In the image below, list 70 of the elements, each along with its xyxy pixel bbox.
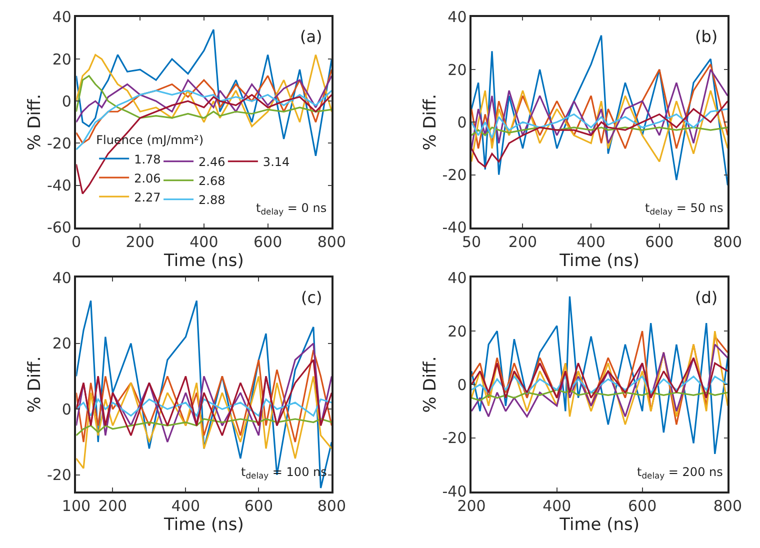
line-series <box>76 54 332 128</box>
y-tick-label: 40 <box>52 268 72 287</box>
x-tick-label: 800 <box>317 497 346 516</box>
y-axis-title: % Diff. <box>25 356 46 413</box>
x-tick-label: 200 <box>508 233 538 252</box>
y-tick-label: 20 <box>52 334 72 353</box>
y-tick-label: -20 <box>442 429 467 448</box>
legend-label: 2.88 <box>198 193 226 208</box>
line-series <box>76 90 332 150</box>
x-tick-label: 600 <box>628 497 657 516</box>
y-axis-title: % Diff. <box>420 356 440 413</box>
y-tick-label: 40 <box>448 268 467 287</box>
annotation: t$_{delay}$ = 200 ns <box>637 465 723 481</box>
x-tick-label: 100 <box>62 497 91 516</box>
annotation: t$_{delay}$ = 50 ns <box>645 201 724 217</box>
y-tick-label: -60 <box>46 218 72 237</box>
x-tick-label: 400 <box>190 233 218 252</box>
legend-label: 2.46 <box>198 155 226 170</box>
line-series <box>76 359 332 436</box>
y-axis-title: % Diff. <box>25 94 46 150</box>
line-series <box>472 357 728 399</box>
line-series <box>76 418 332 436</box>
annotation: (d) <box>695 288 718 307</box>
x-tick-label: 800 <box>317 233 346 252</box>
x-tick-label: 600 <box>244 497 274 516</box>
legend-label: 2.27 <box>134 190 161 204</box>
x-tick-label: 600 <box>645 233 674 252</box>
x-tick-label: 400 <box>171 497 200 516</box>
line-series <box>472 389 728 402</box>
legend-label: 2.68 <box>198 174 226 188</box>
x-axis-title: Time (ns) <box>558 515 640 536</box>
x-tick-label: 600 <box>254 233 282 252</box>
y-tick-label: 40 <box>52 8 72 26</box>
y-tick-label: 40 <box>448 8 467 26</box>
x-tick-label: 200 <box>98 497 128 516</box>
annotation: (a) <box>300 27 322 46</box>
y-tick-label: 0 <box>457 113 467 132</box>
x-tick-label: 400 <box>542 497 572 516</box>
x-tick-label: 200 <box>126 233 154 252</box>
line-series <box>76 94 332 194</box>
y-tick-label: -20 <box>442 166 467 184</box>
annotation: (b) <box>695 27 718 46</box>
x-tick-label: 400 <box>576 233 606 252</box>
y-tick-label: 20 <box>448 60 467 79</box>
y-tick-label: 0 <box>457 376 467 394</box>
y-tick-label: 20 <box>448 322 467 340</box>
y-axis-title: % Diff. <box>420 94 440 150</box>
annotation: (c) <box>301 288 322 307</box>
legend-label: 3.14 <box>262 155 290 170</box>
y-tick-label: -20 <box>46 466 72 484</box>
y-tick-label: -40 <box>46 176 72 195</box>
x-axis-title: Time (ns) <box>163 515 244 536</box>
line-series <box>76 398 332 417</box>
legend-label: 2.06 <box>134 171 161 186</box>
y-tick-label: 0 <box>62 400 72 418</box>
legend-label: 1.78 <box>134 152 161 166</box>
line-series <box>472 108 728 139</box>
line-series <box>472 330 728 426</box>
x-tick-label: 800 <box>713 233 742 252</box>
y-tick-label: 20 <box>52 50 72 68</box>
x-axis-title: Time (ns) <box>163 251 244 272</box>
x-axis-title: Time (ns) <box>558 251 640 272</box>
line-series <box>472 376 728 394</box>
line-series <box>472 126 728 136</box>
annotation: t$_{delay}$ = 0 ns <box>256 201 327 217</box>
y-tick-label: 0 <box>62 92 72 110</box>
x-tick-label: 800 <box>713 497 742 516</box>
y-tick-label: -20 <box>46 134 72 152</box>
line-series <box>472 100 728 168</box>
line-series <box>472 90 728 162</box>
